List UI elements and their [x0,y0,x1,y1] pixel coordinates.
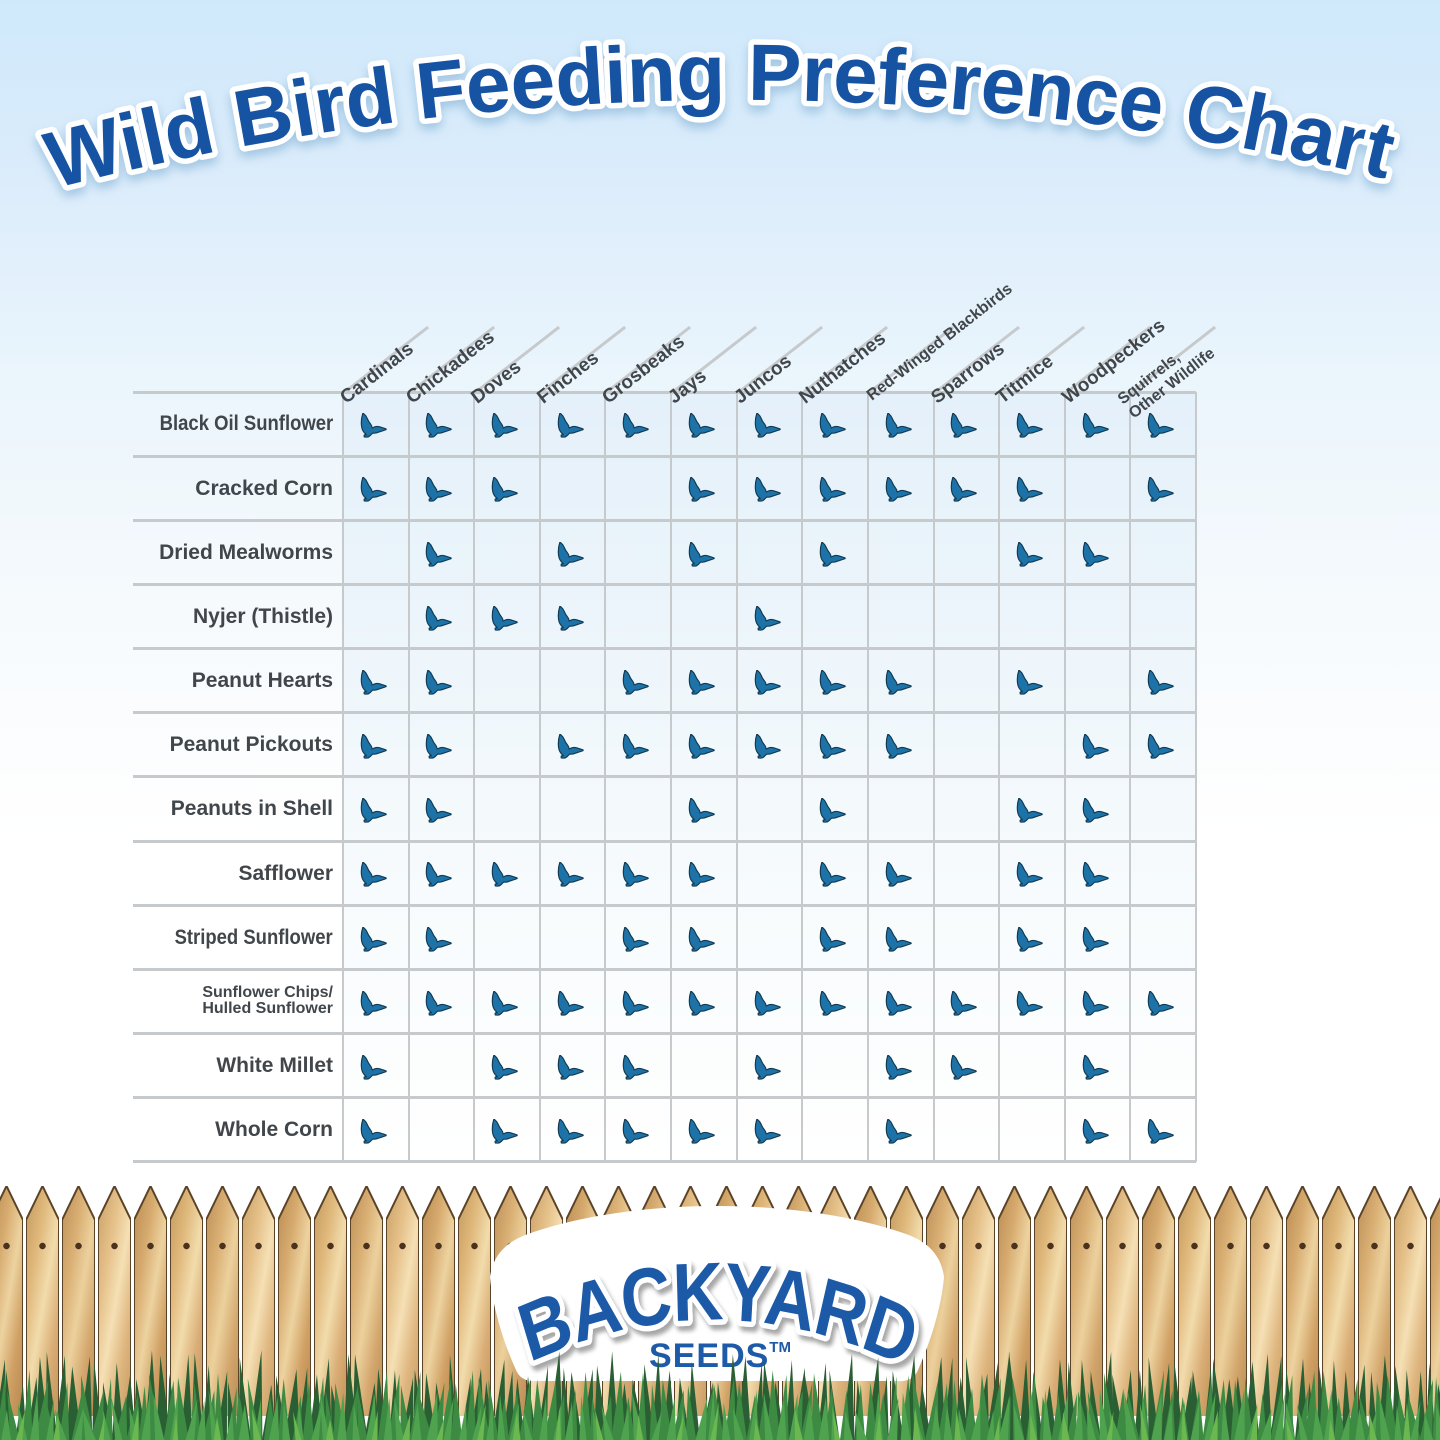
svg-text:Wild Bird Feeding Preference C: Wild Bird Feeding Preference Chart [37,28,1403,205]
